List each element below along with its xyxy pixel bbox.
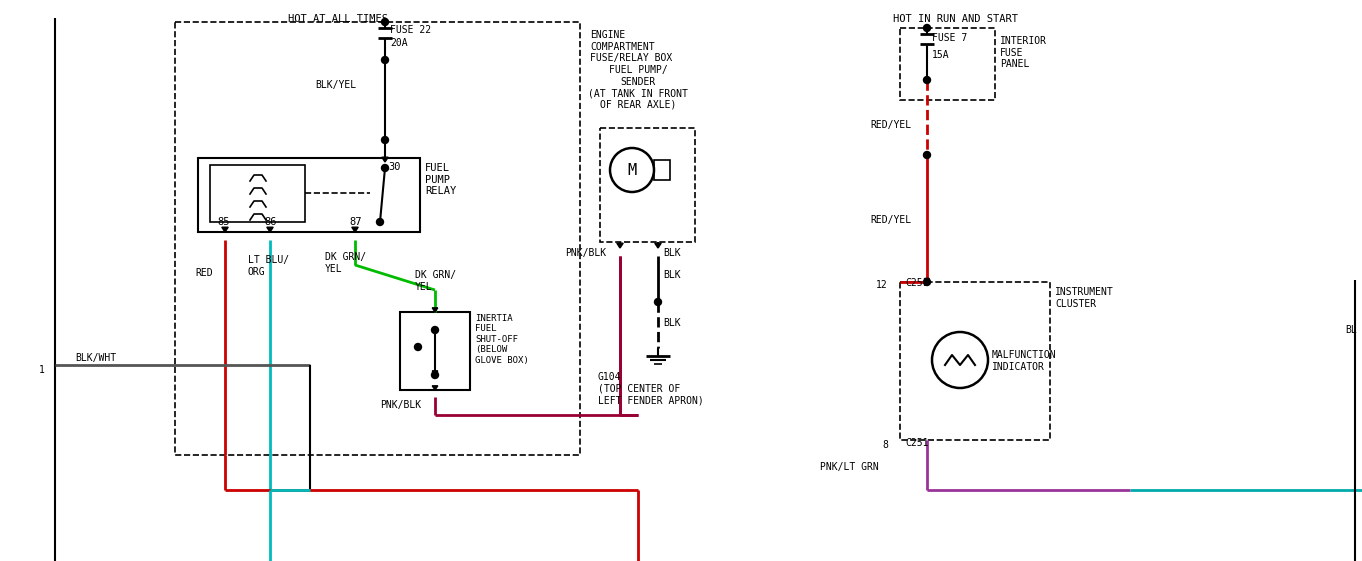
- Text: C251: C251: [904, 278, 929, 288]
- Text: INTERIOR
FUSE
PANEL: INTERIOR FUSE PANEL: [1000, 36, 1047, 69]
- Polygon shape: [432, 308, 437, 312]
- Text: HOT IN RUN AND START: HOT IN RUN AND START: [893, 14, 1017, 24]
- Text: ENGINE
COMPARTMENT
FUSE/RELAY BOX: ENGINE COMPARTMENT FUSE/RELAY BOX: [590, 30, 673, 63]
- Bar: [197, 158, 419, 232]
- Text: LT BLU/
ORG: LT BLU/ ORG: [248, 255, 289, 277]
- Polygon shape: [432, 371, 437, 375]
- Text: FUSE 7: FUSE 7: [932, 33, 967, 43]
- Bar: [900, 28, 996, 100]
- Text: BLK: BLK: [663, 270, 681, 280]
- Polygon shape: [381, 157, 388, 162]
- Text: RED/YEL: RED/YEL: [870, 215, 911, 225]
- Text: G104
(TOP CENTER OF
LEFT FENDER APRON): G104 (TOP CENTER OF LEFT FENDER APRON): [598, 372, 704, 405]
- Text: 20A: 20A: [390, 38, 407, 48]
- Text: PNK/LT GRN: PNK/LT GRN: [820, 462, 878, 472]
- Text: BLK: BLK: [663, 248, 681, 258]
- Bar: [174, 22, 580, 455]
- Circle shape: [923, 151, 930, 159]
- Circle shape: [381, 136, 388, 144]
- Circle shape: [432, 371, 439, 379]
- Bar: [601, 128, 695, 242]
- Text: 30: 30: [388, 162, 400, 172]
- Text: RED/YEL: RED/YEL: [870, 120, 911, 130]
- Text: PNK/BLK: PNK/BLK: [565, 248, 606, 258]
- Circle shape: [414, 343, 421, 351]
- Text: DK GRN/
YEL: DK GRN/ YEL: [326, 252, 366, 274]
- Polygon shape: [351, 227, 358, 232]
- Circle shape: [376, 218, 384, 226]
- Bar: [654, 160, 670, 180]
- Text: C251: C251: [904, 438, 929, 448]
- Circle shape: [381, 57, 388, 63]
- Text: M: M: [628, 163, 636, 177]
- Polygon shape: [617, 243, 624, 248]
- Circle shape: [923, 278, 930, 286]
- Text: 87: 87: [349, 217, 361, 227]
- Text: MALFUNCTION
INDICATOR: MALFUNCTION INDICATOR: [992, 350, 1057, 371]
- Text: HOT AT ALL TIMES: HOT AT ALL TIMES: [287, 14, 388, 24]
- Text: 1: 1: [39, 365, 45, 375]
- Circle shape: [655, 298, 662, 306]
- Text: 15A: 15A: [932, 50, 949, 60]
- Text: RED: RED: [195, 268, 212, 278]
- Text: FUEL PUMP/
SENDER
(AT TANK IN FRONT
OF REAR AXLE): FUEL PUMP/ SENDER (AT TANK IN FRONT OF R…: [588, 65, 688, 110]
- Text: FUEL
PUMP
RELAY: FUEL PUMP RELAY: [425, 163, 456, 196]
- Bar: [210, 165, 305, 222]
- Polygon shape: [925, 278, 929, 282]
- Text: FUSE 22: FUSE 22: [390, 25, 432, 35]
- Text: INERTIA
FUEL
SHUT-OFF
(BELOW
GLOVE BOX): INERTIA FUEL SHUT-OFF (BELOW GLOVE BOX): [475, 314, 528, 365]
- Polygon shape: [222, 227, 229, 232]
- Circle shape: [923, 76, 930, 84]
- Circle shape: [381, 164, 388, 172]
- Text: 85: 85: [217, 217, 230, 227]
- Text: BL: BL: [1346, 325, 1357, 335]
- Text: 86: 86: [264, 217, 276, 227]
- Polygon shape: [655, 243, 661, 248]
- Polygon shape: [267, 227, 274, 232]
- Circle shape: [381, 19, 388, 25]
- Text: 8: 8: [883, 440, 888, 450]
- Text: INSTRUMENT
CLUSTER: INSTRUMENT CLUSTER: [1056, 287, 1114, 309]
- Text: BLK/WHT: BLK/WHT: [75, 353, 116, 363]
- Text: BLK: BLK: [663, 318, 681, 328]
- Text: BLK/YEL: BLK/YEL: [315, 80, 355, 90]
- Circle shape: [432, 327, 439, 333]
- Circle shape: [923, 25, 930, 31]
- Bar: [900, 282, 1050, 440]
- Bar: [400, 312, 470, 390]
- Text: DK GRN/
YEL: DK GRN/ YEL: [415, 270, 456, 292]
- Polygon shape: [432, 386, 437, 390]
- Text: PNK/BLK: PNK/BLK: [380, 400, 421, 410]
- Text: 12: 12: [876, 280, 888, 290]
